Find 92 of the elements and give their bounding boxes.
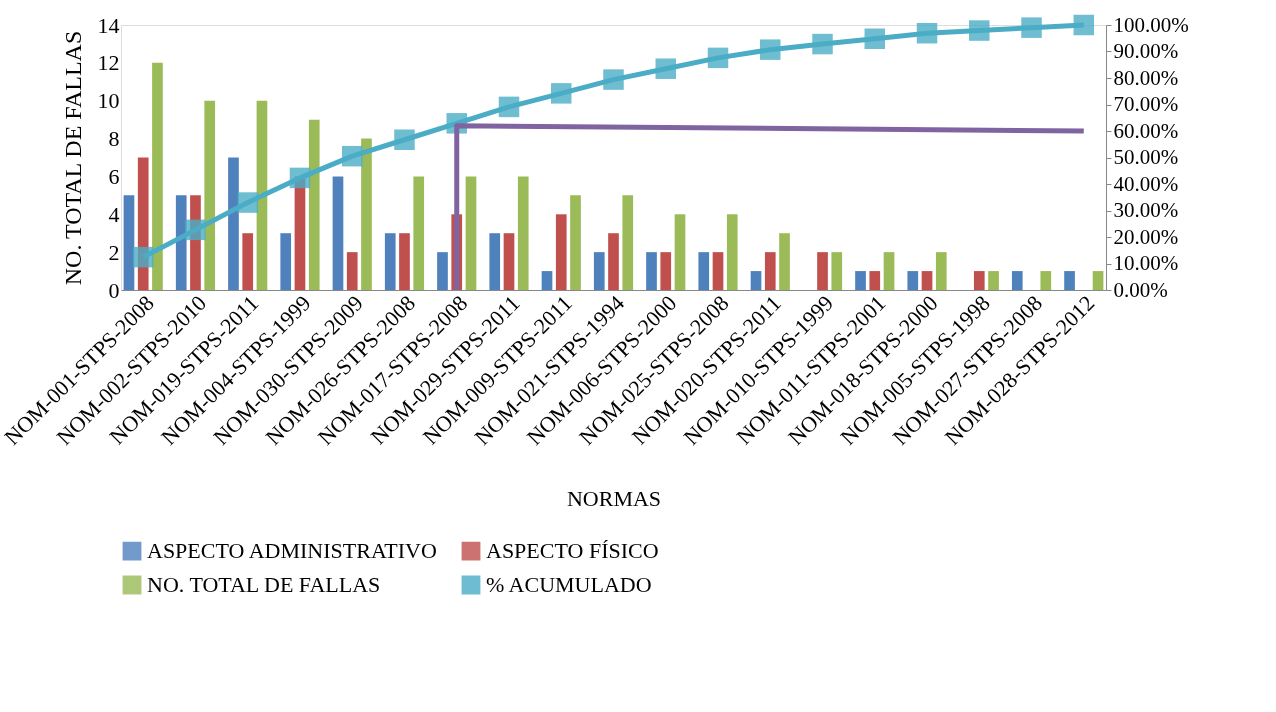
point <box>812 33 833 55</box>
legend-label: NO. TOTAL DE FALLAS <box>147 572 381 597</box>
bar <box>242 233 254 290</box>
y2-tick-label: 60.00% <box>1113 118 1179 143</box>
point <box>969 20 990 41</box>
bar <box>280 233 292 290</box>
y2-tick-label: 40.00% <box>1113 171 1179 196</box>
bar <box>660 252 672 290</box>
bar <box>570 195 581 290</box>
bar <box>726 214 738 290</box>
y2-tick-label: 50.00% <box>1113 145 1179 169</box>
bar <box>988 271 999 290</box>
y-tick-label: 0 <box>108 277 120 303</box>
bar <box>674 214 686 290</box>
legend-label: ASPECTO ADMINISTRATIVO <box>147 538 437 564</box>
y2-tick-label: 80.00% <box>1113 65 1179 90</box>
x-axis-title: NORMAS <box>566 486 662 512</box>
point <box>551 83 572 104</box>
bar <box>228 157 239 290</box>
bar <box>465 176 477 290</box>
point <box>760 39 781 60</box>
y2-tick-label: 10.00% <box>1113 251 1179 275</box>
y-tick-label: 2 <box>108 239 120 265</box>
bar <box>503 233 515 290</box>
y-tick-label: 10 <box>97 88 120 114</box>
bar <box>361 138 372 290</box>
point <box>289 167 311 189</box>
bar <box>175 195 187 290</box>
y-tick-label: 4 <box>108 201 120 227</box>
bar <box>593 252 605 290</box>
bar <box>204 100 216 290</box>
bar <box>1011 271 1023 290</box>
bar <box>384 233 396 290</box>
bar <box>907 271 919 290</box>
bar <box>855 271 866 290</box>
bar <box>123 195 135 290</box>
bar <box>437 252 448 290</box>
bar <box>489 233 501 290</box>
point <box>498 96 520 118</box>
legend-label: % ACUMULADO <box>486 572 652 597</box>
bar <box>698 252 710 290</box>
point <box>394 129 415 150</box>
bar <box>517 176 529 290</box>
legend-label: ASPECTO FÍSICO <box>486 538 659 564</box>
bar <box>1040 271 1052 290</box>
bar <box>608 233 619 290</box>
bar <box>308 119 320 290</box>
bar <box>1064 271 1075 290</box>
y-tick-label: 12 <box>97 50 120 76</box>
bar <box>831 252 843 290</box>
point <box>655 58 676 79</box>
bar <box>555 214 567 290</box>
point <box>603 69 624 90</box>
y2-tick-label: 30.00% <box>1113 198 1179 222</box>
point <box>1073 14 1095 36</box>
bar <box>935 252 947 290</box>
bar <box>869 271 881 290</box>
point <box>916 22 938 44</box>
bar <box>712 252 724 290</box>
bar <box>646 252 657 290</box>
bar <box>764 252 776 290</box>
bar <box>1092 271 1104 290</box>
y2-tick-label: 0.00% <box>1113 277 1168 302</box>
y-tick-label: 8 <box>108 126 120 152</box>
point <box>185 219 206 241</box>
y2-tick-label: 70.00% <box>1113 92 1179 116</box>
bar <box>399 233 410 290</box>
y2-tick-label: 20.00% <box>1113 224 1179 249</box>
point <box>341 145 363 167</box>
bar <box>541 271 553 290</box>
y-axis-title: NO. TOTAL DE FALLAS <box>59 30 86 286</box>
y2-tick-label: 90.00% <box>1113 39 1179 63</box>
bar <box>256 100 268 290</box>
bar <box>346 252 358 290</box>
bar <box>883 252 895 290</box>
bar <box>332 176 344 290</box>
bar <box>622 195 634 290</box>
bar <box>779 233 790 290</box>
bar <box>750 271 762 290</box>
bar <box>921 271 933 290</box>
point <box>1021 17 1042 38</box>
bar <box>973 271 985 290</box>
point <box>707 47 729 69</box>
bar <box>152 62 163 290</box>
point <box>132 246 154 268</box>
y2-tick-label: 100.00% <box>1113 12 1189 37</box>
point <box>237 192 258 213</box>
point <box>864 28 886 50</box>
bar <box>817 252 828 290</box>
y-tick-label: 6 <box>108 163 120 189</box>
y-tick-label: 14 <box>97 12 120 38</box>
bar <box>413 176 425 290</box>
